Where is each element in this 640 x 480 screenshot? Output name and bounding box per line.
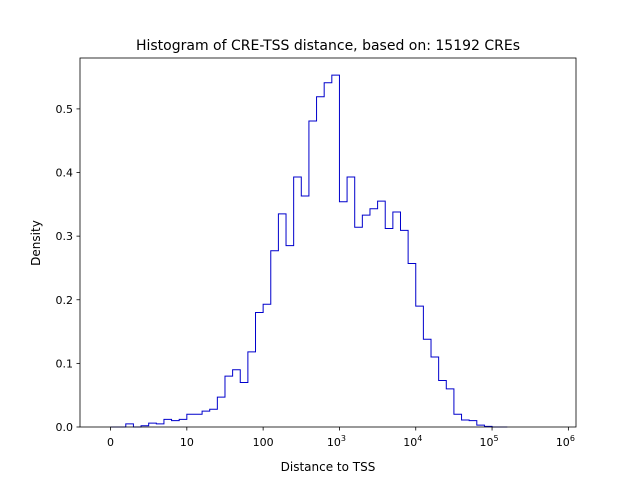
y-axis: 0.0 0.1 0.2 0.3 0.4 0.5 [56, 103, 80, 434]
chart-title: Histogram of CRE-TSS distance, based on:… [136, 38, 520, 54]
y-tick-label: 0.2 [56, 294, 74, 307]
x-axis: 0 10 100 103 104 105 106 [107, 427, 575, 449]
y-tick-label: 0.4 [56, 167, 74, 180]
x-tick-label: 100 [253, 436, 274, 449]
histogram-step-line [110, 74, 508, 428]
x-tick-label: 106 [556, 434, 575, 449]
x-tick-label: 104 [403, 434, 422, 449]
y-tick-label: 0.5 [56, 103, 74, 116]
x-tick-label: 105 [480, 434, 499, 449]
y-axis-label: Density [29, 220, 43, 266]
x-axis-label: Distance to TSS [281, 460, 376, 474]
x-tick-label: 103 [327, 434, 346, 449]
y-tick-label: 0.1 [56, 357, 74, 370]
y-tick-label: 0.3 [56, 230, 74, 243]
x-tick-label: 10 [180, 436, 194, 449]
y-tick-label: 0.0 [56, 421, 74, 434]
plot-frame [79, 57, 577, 428]
x-tick-label: 0 [107, 436, 114, 449]
